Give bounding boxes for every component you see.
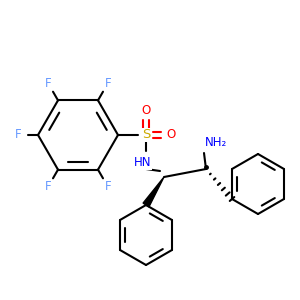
Text: S: S (142, 128, 150, 142)
Text: F: F (45, 181, 51, 194)
Text: F: F (105, 76, 111, 89)
Text: F: F (45, 76, 51, 89)
Text: O: O (167, 128, 176, 142)
Text: F: F (105, 181, 111, 194)
Text: HN: HN (134, 157, 152, 169)
Text: O: O (141, 103, 151, 116)
Polygon shape (143, 177, 164, 207)
Text: NH₂: NH₂ (205, 136, 227, 149)
Text: F: F (15, 128, 21, 142)
